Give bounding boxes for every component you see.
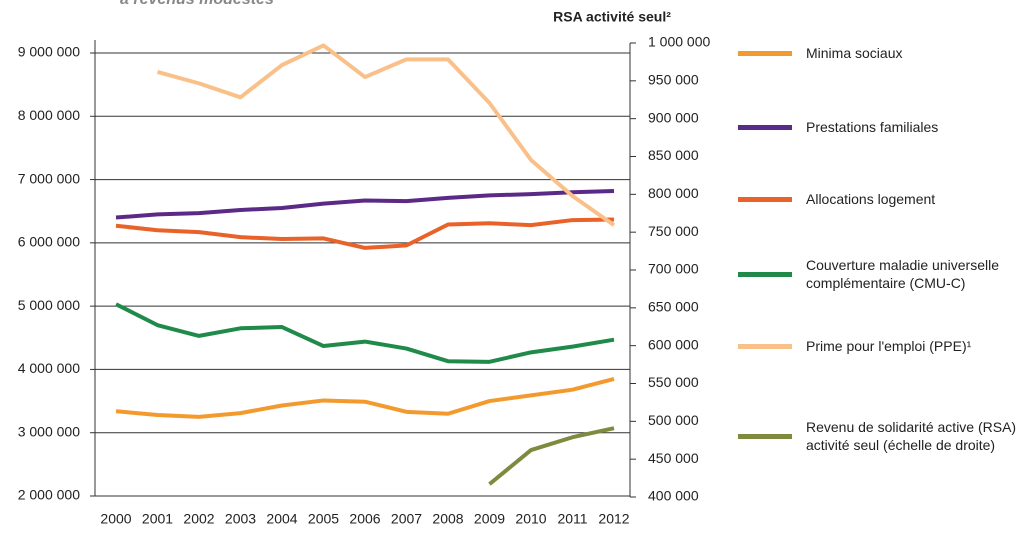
series-line [488,426,615,486]
legend-label: Prime pour l'emploi (PPE)¹ [806,338,972,354]
y2-tick-label: 950 000 [648,72,699,88]
y2-tick-label: 500 000 [648,412,699,428]
x-tick-label: 2009 [474,511,505,527]
y2-tick-label: 400 000 [648,488,699,504]
y-tick-label: 2 000 000 [18,487,80,503]
y-tick-label: 7 000 000 [18,170,80,186]
x-tick-label: 2004 [266,511,297,527]
x-tick-label: 2010 [515,511,546,527]
y-tick-label: 9 000 000 [18,44,80,60]
x-tick-label: 2012 [598,511,629,527]
legend-swatch [738,344,792,349]
y2-tick-label: 750 000 [648,223,699,239]
series-line [156,43,616,227]
y2-axis-title: RSA activité seul² [553,9,671,25]
y-tick-label: 6 000 000 [18,234,80,250]
x-tick-label: 2001 [142,511,173,527]
legend-label: Allocations logement [806,191,936,207]
x-tick-label: 2002 [183,511,214,527]
x-tick-label: 2006 [349,511,380,527]
series-line [115,188,615,220]
y-tick-label: 4 000 000 [18,360,80,376]
legend-swatch [738,197,792,202]
y-tick-label: 3 000 000 [18,423,80,439]
legend-swatch [738,51,792,56]
chart-title: à revenus modestes [120,0,274,8]
y2-tick-label: 900 000 [648,109,699,125]
y2-tick-label: 450 000 [648,450,699,466]
y2-tick-label: 1 000 000 [648,34,710,50]
legend-swatch [738,272,792,277]
series-line [115,217,615,250]
x-tick-label: 2007 [391,511,422,527]
series-line [115,376,615,419]
y2-tick-label: 700 000 [648,261,699,277]
y-tick-label: 8 000 000 [18,107,80,123]
legend-label: Couverture maladie universelle complémen… [806,257,999,291]
y2-tick-label: 800 000 [648,185,699,201]
legend-label: Minima sociaux [806,45,903,61]
y2-tick-label: 650 000 [648,299,699,315]
legend-label: Revenu de solidarité active (RSA) activi… [806,419,1017,453]
legend-label: Prestations familiales [806,119,939,135]
x-tick-label: 2011 [557,511,587,527]
x-tick-label: 2008 [432,511,463,527]
x-tick-label: 2003 [225,511,256,527]
y2-tick-label: 850 000 [648,147,699,163]
legend-swatch [738,125,792,130]
y-tick-label: 5 000 000 [18,297,80,313]
x-tick-label: 2000 [100,511,131,527]
y2-tick-label: 600 000 [648,336,699,352]
x-tick-label: 2005 [308,511,339,527]
legend-swatch [738,434,792,439]
series-line [115,302,615,364]
y2-tick-label: 550 000 [648,374,699,390]
